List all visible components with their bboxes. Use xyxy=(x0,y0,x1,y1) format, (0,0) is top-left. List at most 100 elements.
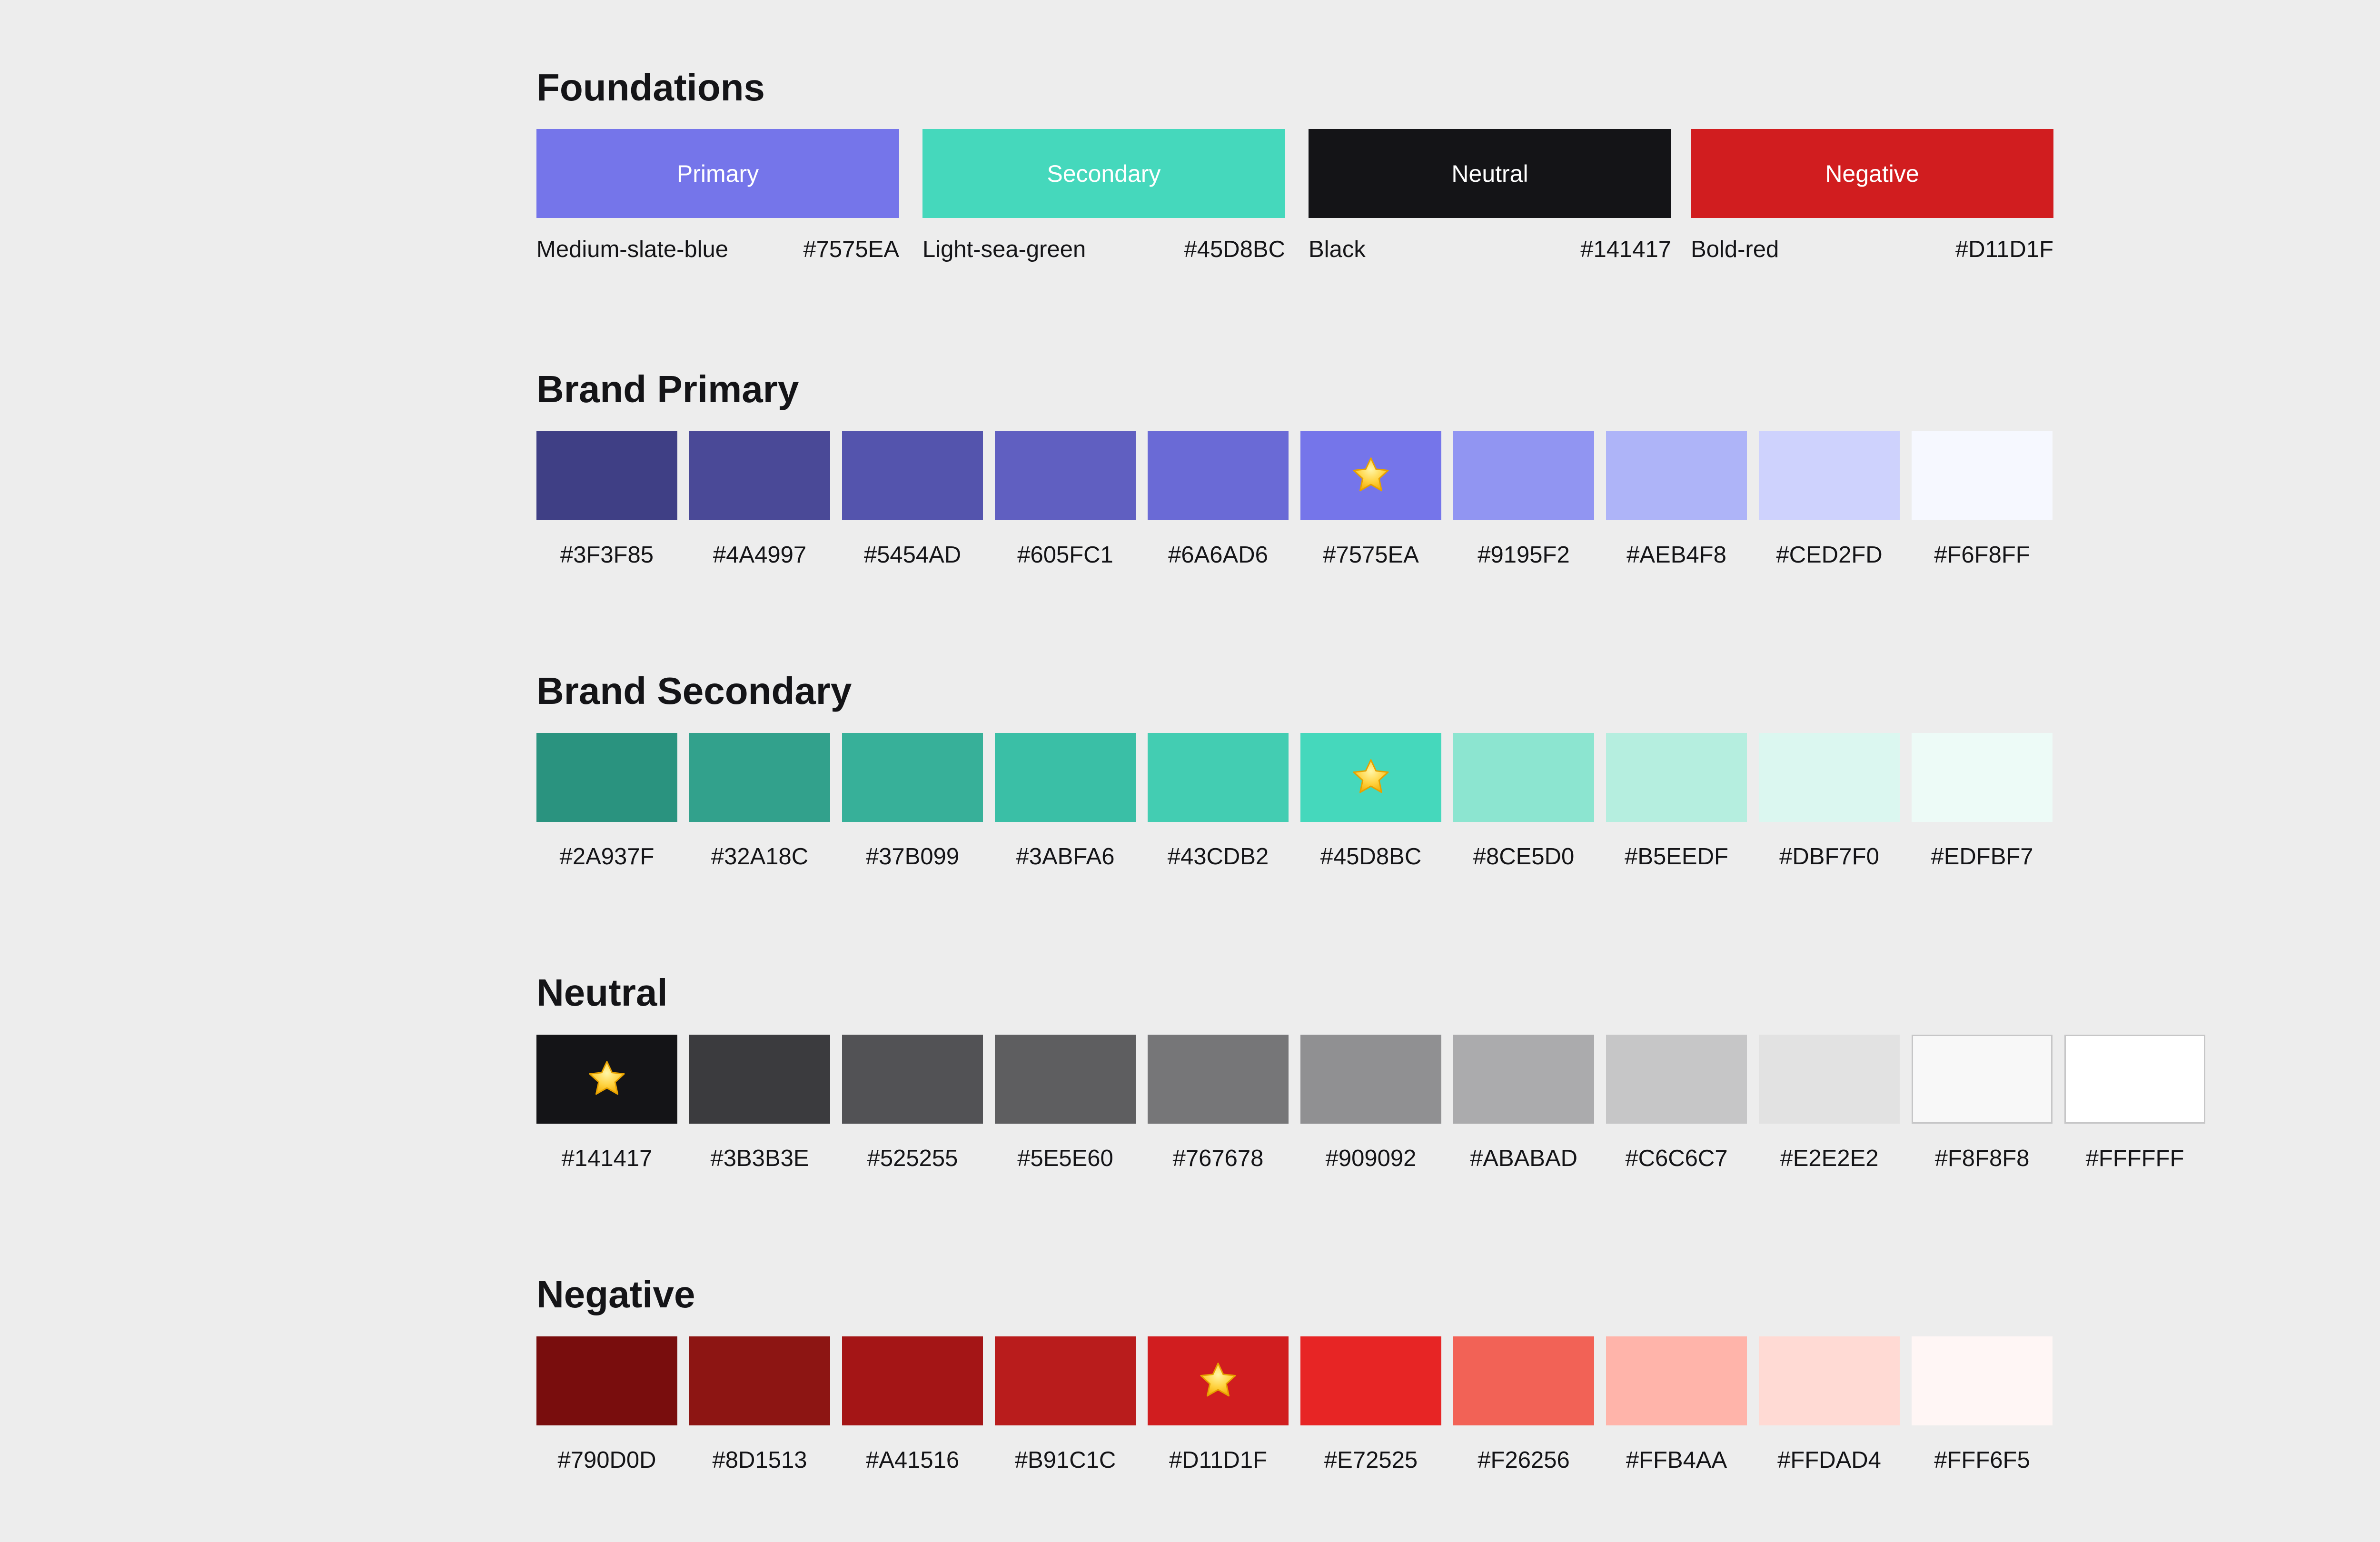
negative-swatch[interactable] xyxy=(1300,1336,1441,1425)
brand-primary-swatch-cell: #7575EA xyxy=(1300,431,1441,567)
brand-secondary-swatch[interactable] xyxy=(689,733,830,822)
neutral-swatch[interactable] xyxy=(1148,1035,1289,1124)
negative-swatch[interactable] xyxy=(1606,1336,1747,1425)
neutral-swatch[interactable] xyxy=(1759,1035,1900,1124)
brand-primary-swatch-hex: #F6F8FF xyxy=(1934,542,2030,568)
neutral-swatch-hex: #F8F8F8 xyxy=(1934,1146,2030,1171)
brand-secondary-swatch-hex: #37B099 xyxy=(865,844,960,870)
neutral-swatch[interactable] xyxy=(2064,1035,2205,1124)
brand-secondary-swatch[interactable] xyxy=(1759,733,1900,822)
foundation-swatch-secondary[interactable]: Secondary xyxy=(922,129,1285,218)
brand-secondary-swatch[interactable] xyxy=(1912,733,2053,822)
neutral-heading: Neutral xyxy=(536,971,668,1014)
negative-swatch[interactable] xyxy=(995,1336,1136,1425)
negative-swatch[interactable] xyxy=(1759,1336,1900,1425)
foundation-color-name: Light-sea-green xyxy=(922,237,1086,262)
negative-swatch[interactable] xyxy=(689,1336,830,1425)
brand-secondary-swatch-hex: #3ABFA6 xyxy=(1016,844,1115,870)
brand-secondary-swatch-cell: #3ABFA6 xyxy=(995,733,1136,869)
foundation-color-hex: #45D8BC xyxy=(1184,237,1285,262)
negative-swatch-hex: #790D0D xyxy=(557,1447,656,1473)
negative-swatch-hex: #8D1513 xyxy=(712,1447,807,1473)
foundation-card-negative: Negative Bold-red #D11D1F xyxy=(1691,129,2053,261)
brand-primary-swatch-cell: #AEB4F8 xyxy=(1606,431,1747,567)
brand-secondary-swatch[interactable] xyxy=(842,733,983,822)
neutral-swatch[interactable] xyxy=(1606,1035,1747,1124)
foundation-color-name: Bold-red xyxy=(1691,237,1779,262)
negative-swatch[interactable] xyxy=(1148,1336,1289,1425)
brand-secondary-swatch-hex: #43CDB2 xyxy=(1167,844,1269,870)
brand-primary-swatch[interactable] xyxy=(536,431,677,520)
brand-secondary-swatch[interactable] xyxy=(1606,733,1747,822)
brand-primary-swatch[interactable] xyxy=(1912,431,2053,520)
brand-secondary-swatch-cell: #B5EEDF xyxy=(1606,733,1747,869)
brand-primary-swatch-cell: #F6F8FF xyxy=(1912,431,2053,567)
brand-primary-swatch-hex: #AEB4F8 xyxy=(1626,542,1726,568)
negative-swatch[interactable] xyxy=(842,1336,983,1425)
negative-swatch[interactable] xyxy=(1912,1336,2053,1425)
negative-swatch[interactable] xyxy=(1453,1336,1594,1425)
foundation-meta: Light-sea-green #45D8BC xyxy=(922,238,1285,261)
neutral-swatch-cell: #767678 xyxy=(1148,1035,1289,1170)
brand-secondary-swatch-cell: #EDFBF7 xyxy=(1912,733,2053,869)
brand-primary-swatch[interactable] xyxy=(1453,431,1594,520)
negative-swatch-hex: #FFDAD4 xyxy=(1777,1447,1881,1473)
neutral-swatch[interactable] xyxy=(1912,1035,2053,1124)
foundation-meta: Bold-red #D11D1F xyxy=(1691,238,2053,261)
neutral-swatch-cell: #ABABAD xyxy=(1453,1035,1594,1170)
brand-secondary-swatch-cell: #2A937F xyxy=(536,733,677,869)
brand-secondary-swatch-hex: #32A18C xyxy=(711,844,809,870)
brand-secondary-swatch[interactable] xyxy=(995,733,1136,822)
brand-secondary-swatch[interactable] xyxy=(1148,733,1289,822)
negative-swatch-cell: #FFB4AA xyxy=(1606,1336,1747,1472)
neutral-swatch-cell: #F8F8F8 xyxy=(1912,1035,2053,1170)
brand-secondary-swatch[interactable] xyxy=(1300,733,1441,822)
brand-secondary-swatch-hex: #45D8BC xyxy=(1320,844,1422,870)
brand-primary-swatch[interactable] xyxy=(689,431,830,520)
brand-secondary-swatch[interactable] xyxy=(536,733,677,822)
negative-swatch-hex: #A41516 xyxy=(865,1447,960,1473)
neutral-swatch-hex: #ABABAD xyxy=(1469,1146,1578,1171)
brand-primary-swatch[interactable] xyxy=(1300,431,1441,520)
foundation-swatch-label: Neutral xyxy=(1451,160,1528,187)
brand-primary-swatch[interactable] xyxy=(1759,431,1900,520)
foundation-swatch-neutral[interactable]: Neutral xyxy=(1309,129,1671,218)
star-icon xyxy=(586,1058,628,1100)
brand-primary-swatch-cell: #5454AD xyxy=(842,431,983,567)
brand-primary-swatch-hex: #4A4997 xyxy=(713,542,807,568)
foundation-swatch-label: Primary xyxy=(676,160,759,187)
brand-primary-swatch[interactable] xyxy=(842,431,983,520)
foundation-swatch-negative[interactable]: Negative xyxy=(1691,129,2053,218)
neutral-swatch-hex: #909092 xyxy=(1325,1146,1417,1171)
negative-swatch-cell: #A41516 xyxy=(842,1336,983,1472)
neutral-swatch-hex: #C6C6C7 xyxy=(1625,1146,1728,1171)
foundation-swatch-primary[interactable]: Primary xyxy=(536,129,899,218)
neutral-swatch-hex: #141417 xyxy=(561,1146,653,1171)
neutral-swatch[interactable] xyxy=(1300,1035,1441,1124)
negative-swatch[interactable] xyxy=(536,1336,677,1425)
brand-secondary-swatch-cell: #8CE5D0 xyxy=(1453,733,1594,869)
negative-swatch-hex: #F26256 xyxy=(1478,1447,1570,1473)
neutral-swatch[interactable] xyxy=(842,1035,983,1124)
neutral-swatch[interactable] xyxy=(536,1035,677,1124)
negative-swatch-hex: #FFB4AA xyxy=(1626,1447,1727,1473)
brand-secondary-heading: Brand Secondary xyxy=(536,670,852,712)
brand-secondary-swatch[interactable] xyxy=(1453,733,1594,822)
neutral-swatch-cell: #525255 xyxy=(842,1035,983,1170)
neutral-swatch-cell: #C6C6C7 xyxy=(1606,1035,1747,1170)
neutral-swatch[interactable] xyxy=(689,1035,830,1124)
brand-primary-swatch[interactable] xyxy=(1606,431,1747,520)
negative-swatch-cell: #E72525 xyxy=(1300,1336,1441,1472)
foundation-meta: Medium-slate-blue #7575EA xyxy=(536,238,899,261)
brand-primary-swatch-hex: #7575EA xyxy=(1323,542,1419,568)
brand-primary-swatch[interactable] xyxy=(995,431,1136,520)
negative-swatch-row: #790D0D #8D1513 #A41516 #B91C1C #D11D1F #E725… xyxy=(536,1336,2053,1472)
brand-secondary-swatch-hex: #B5EEDF xyxy=(1625,844,1728,870)
neutral-swatch[interactable] xyxy=(995,1035,1136,1124)
brand-primary-swatch[interactable] xyxy=(1148,431,1289,520)
foundation-card-neutral: Neutral Black #141417 xyxy=(1309,129,1671,261)
brand-secondary-swatch-cell: #43CDB2 xyxy=(1148,733,1289,869)
negative-heading: Negative xyxy=(536,1273,695,1315)
neutral-swatch[interactable] xyxy=(1453,1035,1594,1124)
